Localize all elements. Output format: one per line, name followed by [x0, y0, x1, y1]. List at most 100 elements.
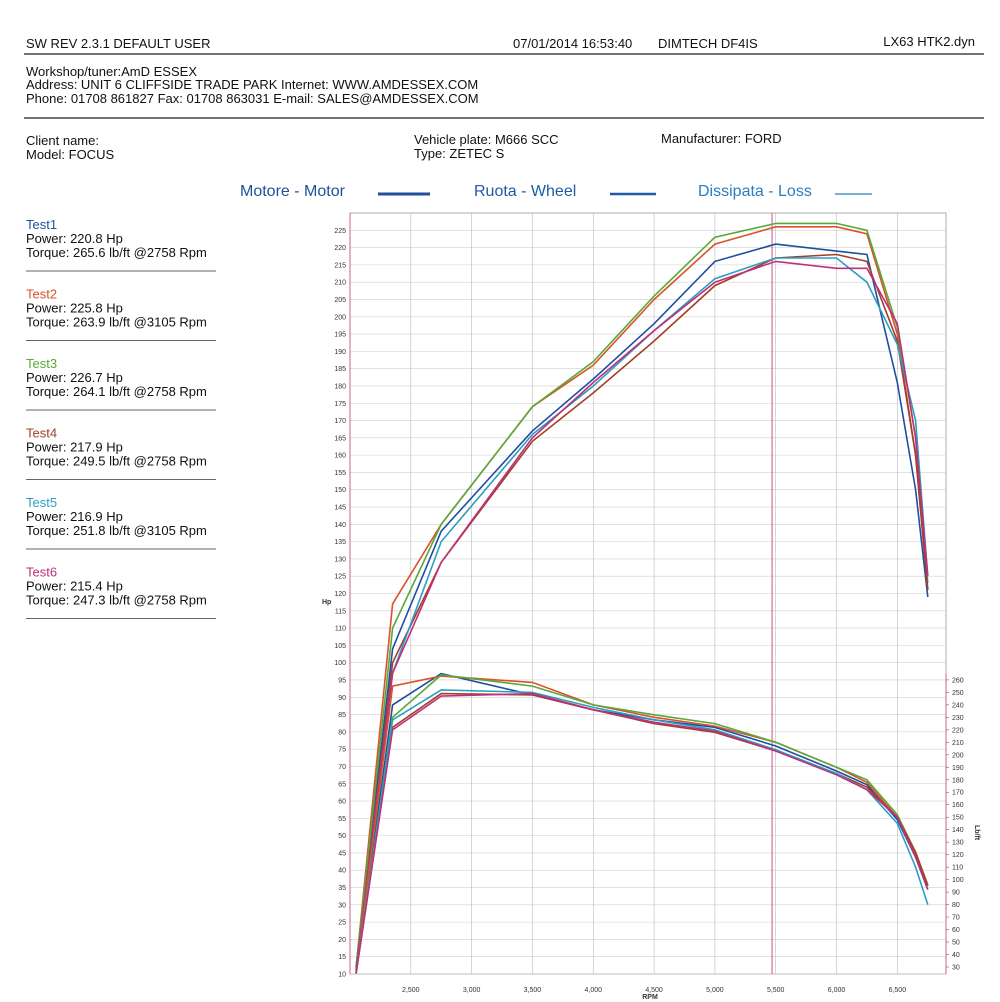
y2-tick-label: 70: [952, 915, 960, 922]
y2-tick-label: 170: [952, 790, 964, 797]
workshop-line: Address: UNIT 6 CLIFFSIDE TRADE PARK Int…: [26, 77, 478, 92]
workshop-line: Phone: 01708 861827 Fax: 01708 863031 E-…: [26, 91, 479, 106]
type: Type: ZETEC S: [414, 146, 505, 161]
y-tick-label: 25: [338, 920, 346, 927]
x-axis-label: RPM: [642, 994, 658, 1001]
y2-tick-label: 240: [952, 702, 964, 709]
y2-tick-label: 60: [952, 927, 960, 934]
y2-tick-label: 190: [952, 765, 964, 772]
test-name: Test3: [26, 356, 57, 371]
y-tick-label: 105: [334, 643, 346, 650]
y-tick-label: 225: [334, 228, 346, 235]
x-tick-label: 4,000: [584, 987, 602, 994]
curve: [355, 689, 929, 974]
curve: [355, 243, 929, 968]
y-tick-label: 110: [335, 626, 346, 633]
curve: [355, 674, 929, 974]
datetime: 07/01/2014 16:53:40: [513, 36, 632, 51]
test-summary: Power: 225.8 Hp: [26, 301, 123, 316]
y2-tick-label: 80: [952, 902, 960, 909]
test-summary: Power: 220.8 Hp: [26, 231, 123, 246]
y2-tick-label: 230: [952, 715, 964, 722]
test-summary: Power: 226.7 Hp: [26, 370, 123, 385]
test-summary: Torque: 265.6 lb/ft @2758 Rpm: [26, 245, 207, 260]
y-tick-label: 115: [335, 608, 346, 615]
y2-tick-label: 100: [952, 877, 964, 884]
y-tick-label: 170: [334, 418, 346, 425]
software: SW REV 2.3.1 DEFAULT USER: [26, 36, 210, 51]
y-tick-label: 20: [338, 937, 346, 944]
y-tick-label: 30: [338, 902, 346, 909]
y-axis-label: Hp: [322, 599, 331, 606]
x-tick-label: 5,500: [767, 987, 785, 994]
manufacturer: Manufacturer: FORD: [661, 131, 782, 146]
x-tick-label: 2,500: [402, 987, 420, 994]
y2-tick-label: 260: [952, 677, 964, 684]
y-tick-label: 90: [338, 695, 346, 702]
y-tick-label: 75: [338, 747, 346, 754]
workshop-line: Workshop/tuner:AmD ESSEX: [26, 64, 197, 79]
y-tick-label: 125: [334, 574, 346, 581]
curve: [355, 260, 929, 971]
y-tick-label: 165: [334, 435, 346, 442]
y2-tick-label: 40: [952, 952, 960, 959]
y-tick-label: 175: [334, 401, 346, 408]
client: Client name:: [26, 133, 99, 148]
y2-tick-label: 250: [952, 690, 964, 697]
curve: [355, 226, 929, 968]
x-tick-label: 6,000: [828, 987, 846, 994]
y-tick-label: 35: [338, 885, 346, 892]
x-tick-label: 3,000: [463, 987, 481, 994]
y2-tick-label: 180: [952, 777, 964, 784]
y-tick-label: 15: [338, 954, 346, 961]
test-name: Test2: [26, 287, 57, 302]
y2-tick-label: 200: [952, 752, 964, 759]
y-tick-label: 205: [334, 297, 346, 304]
test-summary: Power: 216.9 Hp: [26, 509, 123, 524]
y-tick-label: 40: [338, 868, 346, 875]
y-tick-label: 155: [334, 470, 346, 477]
curve: [355, 253, 929, 971]
y2-tick-label: 110: [952, 865, 963, 872]
y-tick-label: 60: [338, 799, 346, 806]
y-tick-label: 140: [334, 522, 346, 529]
test-summary: Torque: 249.5 lb/ft @2758 Rpm: [26, 454, 207, 469]
y-tick-label: 215: [334, 262, 346, 269]
y-tick-label: 220: [334, 245, 346, 252]
y2-tick-label: 220: [952, 727, 964, 734]
y2-tick-label: 50: [952, 940, 960, 947]
y-tick-label: 95: [338, 677, 346, 684]
y2-tick-label: 210: [952, 740, 964, 747]
test-summary: Torque: 251.8 lb/ft @3105 Rpm: [26, 523, 207, 538]
y-tick-label: 135: [334, 539, 346, 546]
y-tick-label: 145: [334, 505, 346, 512]
legend-label: Dissipata - Loss: [698, 183, 812, 200]
model: Model: FOCUS: [26, 147, 114, 162]
y-tick-label: 195: [334, 332, 346, 339]
y-tick-label: 200: [334, 314, 346, 321]
legend-label: Motore - Motor: [240, 183, 346, 200]
x-tick-label: 4,500: [645, 987, 663, 994]
curve: [355, 692, 929, 974]
test-name: Test4: [26, 426, 57, 441]
test-summary: Power: 217.9 Hp: [26, 440, 123, 455]
y-tick-label: 190: [334, 349, 346, 356]
y2-tick-label: 160: [952, 802, 964, 809]
file: LX63 HTK2.dyn: [883, 34, 975, 49]
y-tick-label: 100: [334, 660, 346, 667]
test-name: Test6: [26, 565, 57, 580]
test-name: Test1: [26, 217, 57, 232]
x-tick-label: 5,000: [706, 987, 724, 994]
test-summary: Torque: 263.9 lb/ft @3105 Rpm: [26, 315, 207, 330]
y-tick-label: 130: [334, 556, 346, 563]
plate: Vehicle plate: M666 SCC: [414, 132, 559, 147]
y-tick-label: 210: [334, 280, 346, 287]
device: DIMTECH DF4IS: [658, 36, 758, 51]
y2-tick-label: 140: [952, 827, 964, 834]
y-tick-label: 70: [338, 764, 346, 771]
curve: [355, 692, 929, 974]
y-tick-label: 180: [334, 383, 346, 390]
y-tick-label: 185: [334, 366, 346, 373]
y-tick-label: 80: [338, 729, 346, 736]
